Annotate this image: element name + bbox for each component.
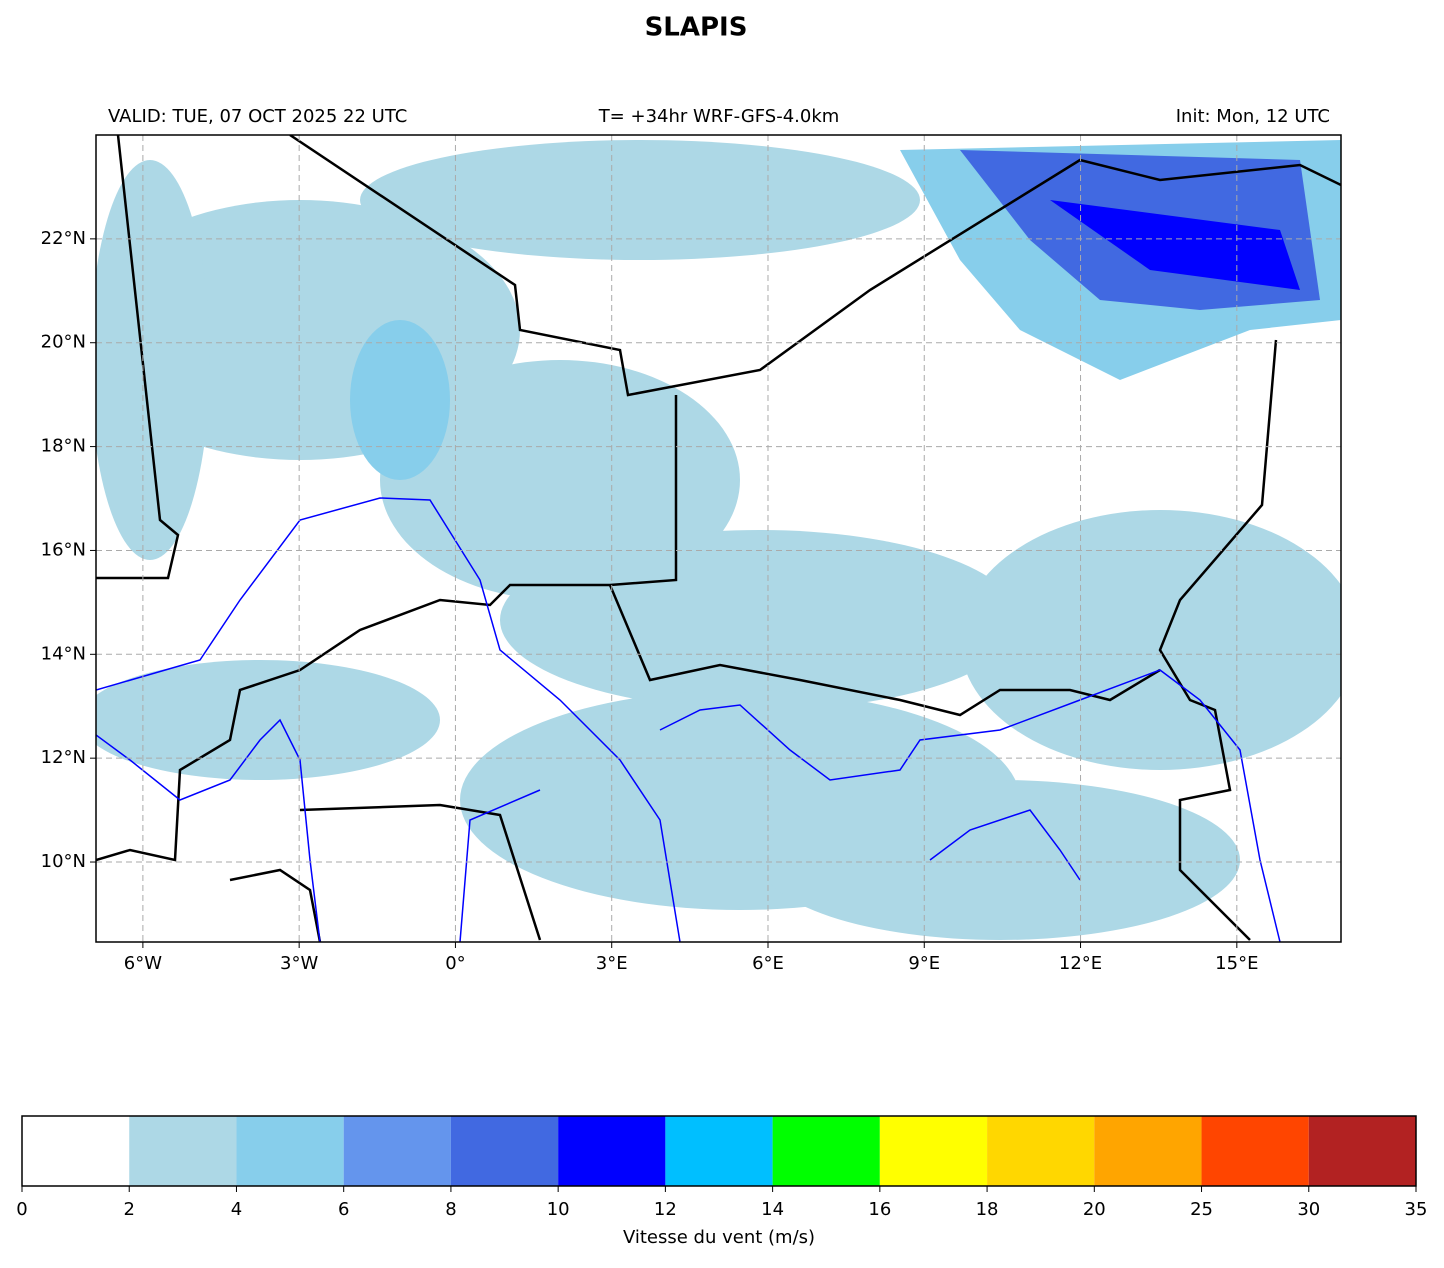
title: SLAPIS: [645, 13, 748, 43]
wind-shading: [350, 320, 450, 480]
map-frame: [95, 134, 1342, 943]
y-tick-label: 22°N: [41, 228, 86, 249]
colorbar-tick-label: 30: [1297, 1199, 1320, 1220]
x-tick-label: 3°E: [596, 953, 628, 974]
x-tick-label: 6°E: [752, 953, 784, 974]
y-tick-label: 18°N: [41, 436, 86, 457]
colorbar-segment: [987, 1116, 1095, 1186]
colorbar-tick-label: 12: [654, 1199, 677, 1220]
colorbar-tick-label: 18: [976, 1199, 999, 1220]
model-info: T= +34hr WRF-GFS-4.0km: [598, 106, 840, 127]
colorbar-tick-label: 2: [124, 1199, 135, 1220]
x-tick-label: 3°W: [280, 953, 318, 974]
colorbar-tick-label: 6: [338, 1199, 349, 1220]
valid-time: VALID: TUE, 07 OCT 2025 22 UTC: [108, 106, 407, 127]
y-tick-label: 20°N: [41, 332, 86, 353]
colorbar-segment: [450, 1116, 559, 1186]
x-tick-label: 12°E: [1059, 953, 1102, 974]
wind-shading: [1050, 200, 1300, 290]
colorbar-tick-label: 4: [231, 1199, 242, 1220]
y-tick-label: 10°N: [41, 851, 86, 872]
colorbar-tick-label: 16: [868, 1199, 891, 1220]
colorbar-segment: [22, 1116, 130, 1186]
colorbar-segment: [772, 1116, 880, 1186]
x-tick-label: 0°: [445, 953, 465, 974]
colorbar-segment: [558, 1116, 666, 1186]
colorbar-frame: [21, 1115, 1417, 1187]
colorbar-segment: [236, 1116, 344, 1186]
colorbar-segment: [129, 1116, 237, 1186]
colorbar-tick-label: 35: [1405, 1199, 1428, 1220]
colorbar-tick-label: 0: [16, 1199, 27, 1220]
colorbar-segment: [1201, 1116, 1309, 1186]
colorbar-tick-label: 8: [445, 1199, 456, 1220]
colorbar-segment: [343, 1116, 451, 1186]
y-tick-label: 12°N: [41, 747, 86, 768]
y-tick-label: 14°N: [41, 643, 86, 664]
colorbar-tick-label: 10: [547, 1199, 570, 1220]
init-time: Init: Mon, 12 UTC: [1176, 106, 1330, 127]
colorbar-segment: [879, 1116, 988, 1186]
x-tick-label: 6°W: [124, 953, 162, 974]
colorbar-label: Vitesse du vent (m/s): [623, 1227, 815, 1248]
colorbar-tick-label: 20: [1083, 1199, 1106, 1220]
x-tick-label: 9°E: [908, 953, 940, 974]
map-field: [96, 135, 1341, 942]
x-tick-label: 15°E: [1215, 953, 1258, 974]
colorbar-tick-label: 14: [761, 1199, 784, 1220]
country-borders: [96, 135, 1341, 942]
colorbar-tick-label: 25: [1190, 1199, 1213, 1220]
colorbar-segment: [1094, 1116, 1202, 1186]
y-tick-label: 16°N: [41, 539, 86, 560]
colorbar-segment: [1308, 1116, 1416, 1186]
colorbar-segment: [665, 1116, 773, 1186]
